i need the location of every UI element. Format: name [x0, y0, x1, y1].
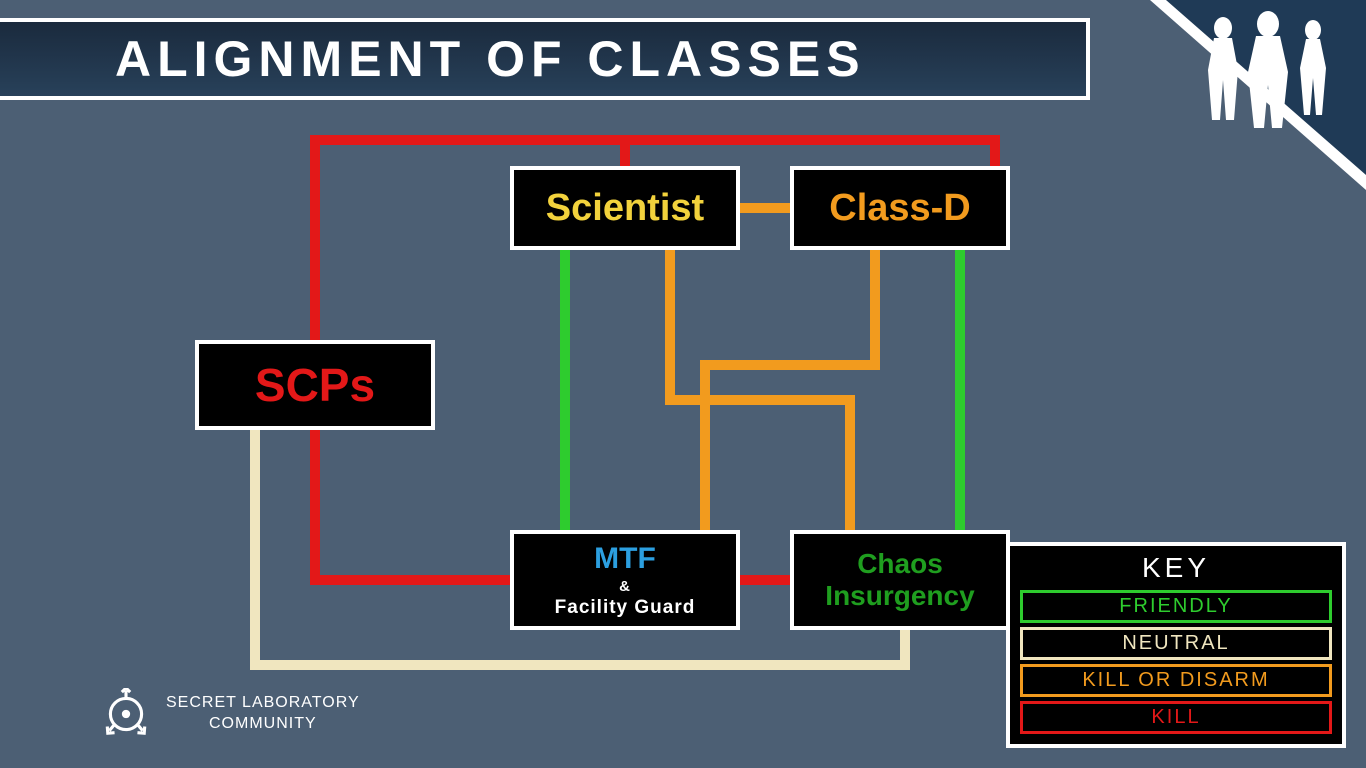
edge-segment: [310, 575, 515, 585]
figures-icon: [1178, 10, 1348, 130]
edge-segment: [560, 250, 570, 530]
footer-text: SECRET LABORATORY COMMUNITY: [166, 693, 360, 735]
node-label: Insurgency: [825, 580, 974, 612]
footer-line-2: COMMUNITY: [166, 714, 360, 735]
edge-segment: [870, 250, 880, 370]
legend-row: NEUTRAL: [1020, 627, 1332, 660]
page-title: ALIGNMENT OF CLASSES: [115, 30, 866, 88]
node-sublabel: &: [619, 578, 631, 595]
edge-segment: [700, 360, 880, 370]
edge-segment: [990, 135, 1000, 170]
edge-segment: [955, 250, 965, 530]
edge-segment: [700, 360, 710, 530]
legend-title: KEY: [1020, 552, 1332, 584]
legend-box: KEY FRIENDLY NEUTRAL KILL OR DISARM KILL: [1006, 542, 1346, 748]
legend-row: KILL OR DISARM: [1020, 664, 1332, 697]
node-scps: SCPs: [195, 340, 435, 430]
legend-row: FRIENDLY: [1020, 590, 1332, 623]
node-chaos: ChaosInsurgency: [790, 530, 1010, 630]
edge-segment: [620, 135, 630, 170]
edge-segment: [900, 630, 910, 670]
node-label: Chaos: [857, 548, 943, 580]
legend-row: KILL: [1020, 701, 1332, 734]
edge-segment: [310, 135, 1000, 145]
edge-segment: [845, 395, 855, 530]
node-sublabel: Facility Guard: [555, 597, 696, 619]
edge-segment: [250, 430, 260, 670]
node-mtf: MTF & Facility Guard: [510, 530, 740, 630]
edge-segment: [665, 395, 855, 405]
edge-segment: [665, 250, 675, 405]
node-label: MTF: [594, 542, 656, 576]
edge-segment: [310, 135, 320, 340]
footer-line-1: SECRET LABORATORY: [166, 693, 360, 714]
edge-segment: [740, 203, 790, 213]
edge-segment: [250, 660, 910, 670]
edge-segment: [310, 430, 320, 585]
scp-logo-icon: [100, 688, 152, 740]
node-classd: Class-D: [790, 166, 1010, 250]
footer-brand: SECRET LABORATORY COMMUNITY: [100, 688, 360, 740]
title-banner: ALIGNMENT OF CLASSES: [0, 18, 1090, 100]
edge-segment: [740, 575, 795, 585]
node-scientist: Scientist: [510, 166, 740, 250]
